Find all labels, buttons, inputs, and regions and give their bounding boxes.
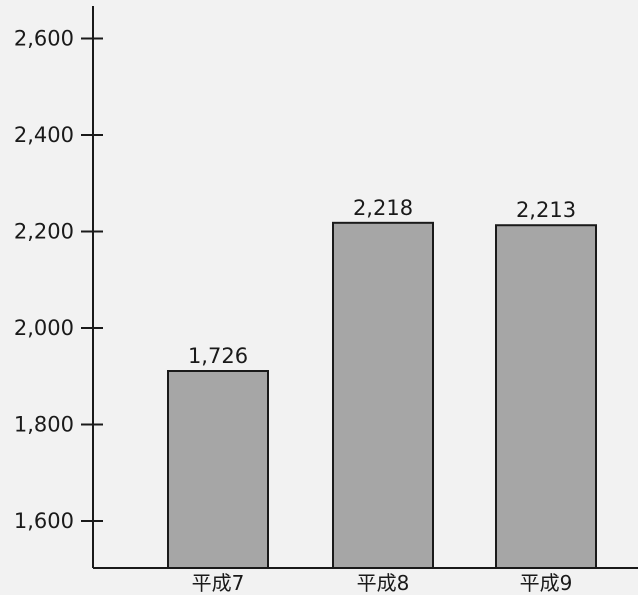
y-tick: 2,000	[14, 316, 103, 340]
bar	[167, 370, 269, 569]
x-category-label: 平成9	[520, 571, 573, 595]
y-tick: 1,800	[14, 413, 103, 437]
y-tick-label: 1,800	[14, 413, 74, 437]
y-tick: 2,600	[14, 27, 103, 51]
y-tick: 1,600	[14, 509, 103, 533]
bar	[332, 221, 434, 569]
y-tick-label: 2,400	[14, 123, 74, 147]
bar-value-label: 1,726	[188, 344, 248, 368]
bar-value-label: 2,213	[516, 198, 576, 222]
y-tick-label: 2,000	[14, 316, 74, 340]
y-tick-label: 2,600	[14, 27, 74, 51]
bar	[495, 224, 597, 569]
y-tick-label: 1,600	[14, 509, 74, 533]
y-tick-label: 2,200	[14, 220, 74, 244]
bar-group: 2,213 平成9	[495, 198, 597, 595]
bar-group: 1,726 平成7	[167, 344, 269, 595]
bar-value-label: 2,218	[353, 196, 413, 220]
bar-group: 2,218 平成8	[332, 196, 434, 595]
x-category-label: 平成8	[357, 571, 410, 595]
x-category-label: 平成7	[192, 571, 245, 595]
y-tick: 2,400	[14, 123, 103, 147]
y-tick: 2,200	[14, 220, 103, 244]
